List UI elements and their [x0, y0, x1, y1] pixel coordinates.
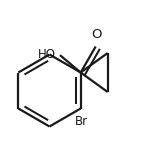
Text: HO: HO [38, 48, 56, 61]
Text: Br: Br [75, 115, 88, 127]
Text: O: O [91, 28, 102, 41]
